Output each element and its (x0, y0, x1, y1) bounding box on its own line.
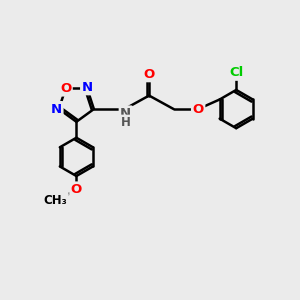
Text: N: N (51, 103, 62, 116)
Text: Cl: Cl (229, 66, 243, 79)
Text: N: N (120, 107, 131, 120)
Text: N: N (82, 81, 93, 94)
Text: CH₃: CH₃ (44, 194, 68, 207)
Text: O: O (143, 68, 155, 81)
Text: O: O (193, 103, 204, 116)
Text: O: O (60, 82, 71, 95)
Text: H: H (121, 116, 131, 129)
Text: O: O (71, 183, 82, 196)
